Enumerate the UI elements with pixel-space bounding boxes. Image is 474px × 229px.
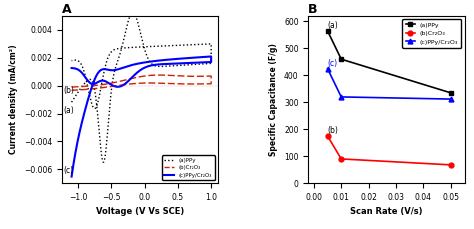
Legend: (a)PPy, (b)Cr₂O₃, (c)PPy/Cr₂O₃: (a)PPy, (b)Cr₂O₃, (c)PPy/Cr₂O₃ <box>402 19 461 48</box>
Text: (c): (c) <box>328 59 337 68</box>
X-axis label: Scan Rate (V/s): Scan Rate (V/s) <box>350 207 423 216</box>
Text: (b): (b) <box>64 86 74 95</box>
Text: (b): (b) <box>328 126 338 135</box>
Text: (c): (c) <box>64 166 74 175</box>
Text: (a): (a) <box>64 106 74 115</box>
Text: A: A <box>62 3 71 16</box>
X-axis label: Voltage (V Vs SCE): Voltage (V Vs SCE) <box>96 207 184 216</box>
Text: (a): (a) <box>328 21 338 30</box>
Legend: (a)PPy, (b)Cr₂O₃, (c)PPy/Cr₂O₃: (a)PPy, (b)Cr₂O₃, (c)PPy/Cr₂O₃ <box>162 155 215 180</box>
Y-axis label: Current density (mA/cm²): Current density (mA/cm²) <box>9 45 18 154</box>
Y-axis label: Specific Capacitance (F/g): Specific Capacitance (F/g) <box>269 43 278 156</box>
Text: B: B <box>309 3 318 16</box>
